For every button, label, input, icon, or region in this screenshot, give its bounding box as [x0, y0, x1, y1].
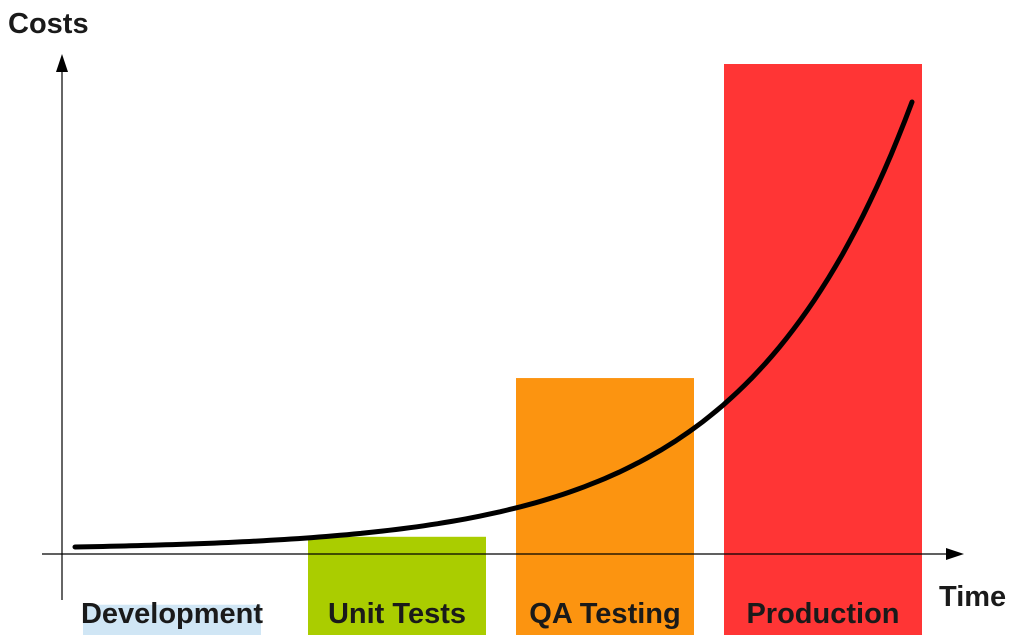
- category-label-production: Production: [746, 598, 899, 630]
- category-label-unit-tests: Unit Tests: [328, 598, 466, 630]
- x-axis-label: Time: [939, 581, 1006, 613]
- category-labels: Development Unit Tests QA Testing Productio…: [81, 598, 900, 630]
- bars-group: [83, 64, 922, 635]
- category-label-development: Development: [81, 598, 263, 630]
- bar-unit-tests: [308, 536, 486, 635]
- bar-development: [83, 604, 261, 635]
- bar-qa-testing: [516, 378, 694, 635]
- x-axis-arrow: [946, 548, 964, 560]
- cost-curve: [72, 99, 915, 550]
- category-label-qa-testing: QA Testing: [529, 598, 680, 630]
- y-axis-label: Costs: [8, 8, 89, 40]
- y-axis-arrow: [56, 54, 68, 72]
